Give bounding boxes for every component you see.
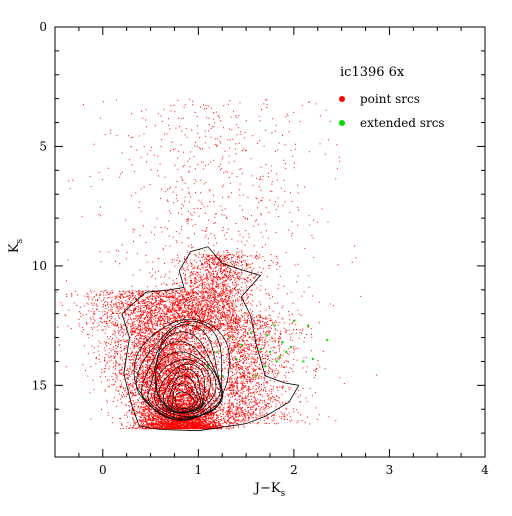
extended-src-point [249,331,252,334]
contour-line [136,320,222,421]
axis-tick-labels: 0 1 2 3 4 0 5 10 15 [32,20,489,477]
y-tick-label: 0 [39,20,47,34]
y-tick-label: 15 [32,378,47,392]
x-tick-label: 4 [481,463,489,477]
extended-src-point [285,350,288,353]
contour-envelope [121,246,300,432]
extended-src-point [275,360,278,363]
extended-src-point [235,358,238,361]
data-points-layer [56,98,378,430]
x-tick-label: 0 [99,463,107,477]
extended-src-point [240,343,243,346]
x-tick-label: 1 [195,463,203,477]
contour-line [133,318,230,419]
axis-ticks [54,26,486,458]
extended-src-point [292,319,295,322]
legend: ic1396 6x point srcs extended srcs [339,65,445,130]
extended-src-point [273,324,276,327]
contour-line [155,351,217,415]
y-axis-label: Ks [7,238,25,253]
extended-src-point [266,334,269,337]
contour-line [162,368,203,414]
density-contours [121,246,300,432]
extended-src-point [259,348,262,351]
extended-src-point [302,360,305,363]
extended-src-point [312,358,314,361]
extended-src-point [264,365,267,368]
extended-src-point [216,350,219,353]
extended-src-point [269,350,271,353]
extended-src-point [278,355,281,358]
legend-marker-extended-srcs [339,120,345,126]
extended-src-point [281,341,284,344]
extended-src-point [326,338,329,341]
extended-src-point [307,324,310,327]
extended-src-point [290,346,292,349]
extended-src-point [221,374,224,377]
legend-label-extended-srcs: extended srcs [360,116,445,130]
legend-marker-point-srcs [339,96,345,102]
x-tick-label: 3 [386,463,394,477]
y-tick-label: 10 [32,259,47,273]
contour-line [158,363,205,414]
contour-line [154,341,221,418]
legend-title: ic1396 6x [340,65,405,80]
y-tick-label: 5 [39,139,47,153]
legend-label-point-srcs: point srcs [360,92,420,106]
extended-src-point [254,374,257,377]
contour-line [172,383,199,411]
contour-line [167,375,202,413]
contour-line [156,359,211,413]
plot-frame [54,26,486,458]
x-tick-label: 2 [290,463,298,477]
point-srcs-dots [56,98,378,430]
x-axis-label: J−Ks [253,481,286,499]
extended-src-point [228,336,231,339]
contour-line [175,391,195,409]
